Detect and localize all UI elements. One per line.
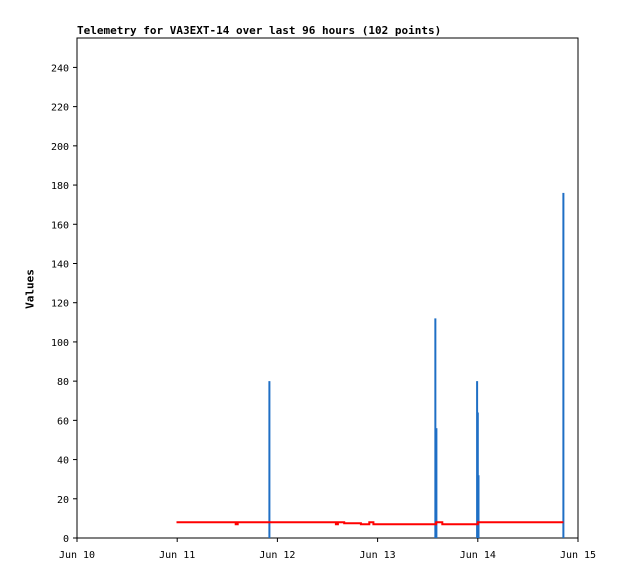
x-tick-label: Jun 13 xyxy=(360,550,396,561)
y-tick-label: 40 xyxy=(57,456,69,467)
y-tick-label: 160 xyxy=(51,220,69,231)
data-bar xyxy=(268,381,271,538)
y-tick-label: 0 xyxy=(63,534,69,545)
data-line xyxy=(176,521,564,526)
y-tick-label: 80 xyxy=(57,377,69,388)
y-tick-label: 60 xyxy=(57,416,69,427)
x-tick-label: Jun 11 xyxy=(159,550,195,561)
data-bar xyxy=(476,412,479,538)
y-tick-label: 20 xyxy=(57,495,69,506)
data-bar xyxy=(562,192,565,538)
x-tick-label: Jun 10 xyxy=(59,550,95,561)
x-tick-label: Jun 12 xyxy=(259,550,295,561)
y-tick-label: 200 xyxy=(51,142,69,153)
y-tick-label: 120 xyxy=(51,299,69,310)
plot-frame xyxy=(76,37,579,539)
data-bar xyxy=(435,428,438,538)
chart-title: Telemetry for VA3EXT-14 over last 96 hou… xyxy=(77,24,442,37)
x-tick-label: Jun 14 xyxy=(460,550,496,561)
data-bar xyxy=(477,475,480,538)
y-tick-label: 100 xyxy=(51,338,69,349)
x-tick-label: Jun 15 xyxy=(560,550,596,561)
y-tick-label: 220 xyxy=(51,103,69,114)
y-tick-label: 140 xyxy=(51,259,69,270)
data-bar xyxy=(434,318,437,538)
y-tick-label: 240 xyxy=(51,63,69,74)
y-tick-label: 180 xyxy=(51,181,69,192)
